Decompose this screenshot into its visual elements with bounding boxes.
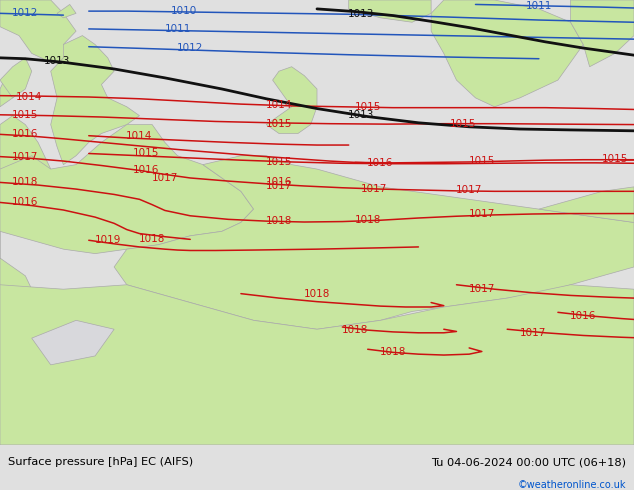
Text: 1018: 1018 bbox=[304, 289, 330, 298]
Text: 1018: 1018 bbox=[354, 215, 381, 225]
Text: Surface pressure [hPa] EC (AIFS): Surface pressure [hPa] EC (AIFS) bbox=[8, 457, 193, 467]
Text: 1016: 1016 bbox=[12, 197, 39, 207]
Text: 1010: 1010 bbox=[171, 6, 197, 16]
Polygon shape bbox=[571, 0, 634, 67]
Text: 1017: 1017 bbox=[266, 181, 292, 191]
Text: 1016: 1016 bbox=[133, 166, 159, 175]
Polygon shape bbox=[539, 187, 634, 222]
Text: 1018: 1018 bbox=[12, 177, 39, 187]
Text: 1017: 1017 bbox=[469, 209, 495, 219]
Text: 1017: 1017 bbox=[361, 184, 387, 194]
Text: 1015: 1015 bbox=[469, 156, 495, 166]
Text: 1013: 1013 bbox=[44, 56, 70, 67]
Text: 1017: 1017 bbox=[469, 284, 495, 294]
Text: 1016: 1016 bbox=[367, 158, 394, 168]
Text: 1018: 1018 bbox=[342, 325, 368, 335]
Polygon shape bbox=[32, 320, 114, 365]
Text: 1011: 1011 bbox=[526, 1, 552, 11]
Text: 1017: 1017 bbox=[519, 328, 546, 338]
Polygon shape bbox=[0, 67, 25, 107]
Text: 1019: 1019 bbox=[94, 235, 121, 245]
Polygon shape bbox=[349, 0, 431, 22]
Text: 1016: 1016 bbox=[12, 129, 39, 139]
Text: 1012: 1012 bbox=[12, 8, 39, 18]
Text: Tu 04-06-2024 00:00 UTC (06+18): Tu 04-06-2024 00:00 UTC (06+18) bbox=[431, 457, 626, 467]
Text: 1017: 1017 bbox=[12, 151, 39, 162]
Polygon shape bbox=[266, 67, 317, 133]
Text: 1018: 1018 bbox=[380, 347, 406, 357]
Text: 1018: 1018 bbox=[139, 234, 165, 245]
Polygon shape bbox=[0, 124, 254, 254]
Text: 1017: 1017 bbox=[152, 173, 178, 183]
Text: 1014: 1014 bbox=[126, 131, 153, 141]
Text: 1015: 1015 bbox=[266, 156, 292, 167]
Polygon shape bbox=[0, 285, 634, 445]
Text: 1011: 1011 bbox=[164, 24, 191, 34]
Text: 1015: 1015 bbox=[354, 102, 381, 112]
Polygon shape bbox=[0, 58, 32, 98]
Text: ©weatheronline.co.uk: ©weatheronline.co.uk bbox=[518, 480, 626, 490]
Text: 1016: 1016 bbox=[266, 177, 292, 187]
Text: 1014: 1014 bbox=[15, 92, 42, 102]
Text: 1016: 1016 bbox=[570, 311, 597, 321]
Polygon shape bbox=[431, 0, 583, 107]
Text: 1015: 1015 bbox=[266, 119, 292, 129]
Text: 1012: 1012 bbox=[177, 44, 204, 53]
Text: 1013: 1013 bbox=[348, 110, 375, 120]
Text: 1015: 1015 bbox=[450, 119, 476, 129]
Text: 1015: 1015 bbox=[133, 148, 159, 158]
Text: 1018: 1018 bbox=[266, 216, 292, 226]
Text: 1015: 1015 bbox=[602, 154, 628, 164]
Text: 1013: 1013 bbox=[348, 9, 375, 19]
Polygon shape bbox=[0, 116, 51, 365]
Text: 1014: 1014 bbox=[266, 100, 292, 110]
Polygon shape bbox=[57, 4, 76, 18]
Text: 1017: 1017 bbox=[456, 185, 482, 196]
Text: 1015: 1015 bbox=[12, 110, 39, 120]
Polygon shape bbox=[51, 36, 139, 165]
Polygon shape bbox=[114, 156, 634, 329]
Polygon shape bbox=[0, 0, 82, 67]
